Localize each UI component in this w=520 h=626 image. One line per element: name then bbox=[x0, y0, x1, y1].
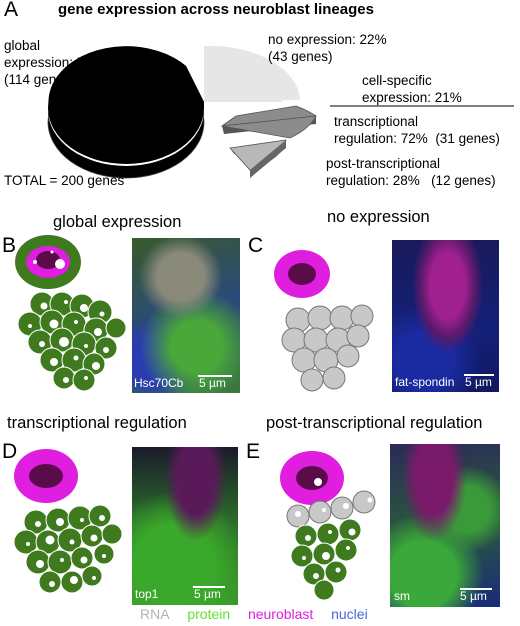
panel-e-title: post-transcriptional regulation bbox=[266, 414, 483, 432]
label-cellspec: cell-specific expression: 21% bbox=[362, 73, 462, 105]
scale-label-b: 5 µm bbox=[199, 376, 226, 390]
panel-e-diagram bbox=[280, 451, 376, 601]
micro-label-e: sm bbox=[394, 589, 410, 603]
micrograph-c: fat-spondin 5 µm bbox=[392, 240, 499, 392]
label-global: global expression: 57% (114 genes) bbox=[4, 38, 104, 87]
micrograph-e: sm 5 µm bbox=[390, 444, 500, 607]
scalebar-c bbox=[464, 374, 494, 376]
panel-letter-b: B bbox=[2, 234, 17, 257]
panel-b-title: global expression bbox=[53, 213, 182, 231]
micro-label-d: top1 bbox=[135, 587, 159, 601]
micrograph-b: Hsc70Cb 5 µm bbox=[132, 238, 240, 393]
panel-a-title: gene expression across neuroblast lineag… bbox=[58, 1, 374, 18]
label-total: TOTAL = 200 genes bbox=[4, 173, 125, 188]
legend-protein: protein bbox=[187, 606, 231, 622]
panel-b-diagram bbox=[15, 235, 127, 392]
color-legend: RNA protein neuroblast nuclei bbox=[140, 606, 368, 624]
pie-depth-global bbox=[48, 110, 204, 178]
scale-label-c: 5 µm bbox=[465, 375, 492, 389]
panel-d-title: transcriptional regulation bbox=[7, 414, 187, 432]
scalebar-e bbox=[460, 588, 492, 590]
label-transcr: transcriptional regulation: 72% (31 gene… bbox=[334, 114, 500, 146]
micro-label-b: Hsc70Cb bbox=[134, 376, 184, 390]
scalebar-d bbox=[193, 586, 225, 588]
panel-d-diagram bbox=[13, 449, 123, 594]
panel-c-title: no expression bbox=[327, 208, 430, 226]
scale-label-d: 5 µm bbox=[194, 587, 221, 601]
panel-letter-e: E bbox=[246, 440, 261, 463]
micrograph-d: top1 5 µm bbox=[132, 447, 238, 605]
panel-letter-c: C bbox=[248, 234, 264, 257]
pie-chart bbox=[47, 45, 514, 179]
micro-label-c: fat-spondin bbox=[395, 375, 455, 389]
panel-c-diagram bbox=[274, 250, 374, 392]
legend-neuroblast: neuroblast bbox=[247, 606, 314, 622]
label-noexpr: no expression: 22% (43 genes) bbox=[268, 32, 387, 64]
panel-letter-d: D bbox=[2, 440, 18, 463]
scale-label-e: 5 µm bbox=[460, 589, 487, 603]
scalebar-b bbox=[198, 375, 232, 377]
label-post: post-transcriptional regulation: 28% (12… bbox=[326, 156, 496, 188]
panel-letter-a: A bbox=[4, 0, 19, 21]
legend-nuclei: nuclei bbox=[331, 606, 368, 622]
legend-rna: RNA bbox=[140, 606, 170, 622]
